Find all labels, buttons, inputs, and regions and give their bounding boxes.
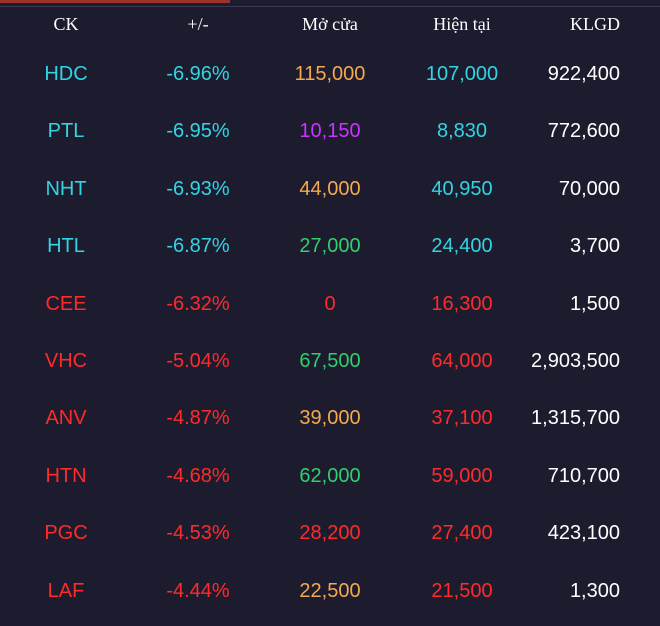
ticker[interactable]: NHT [45, 177, 87, 200]
current-price: 40,950 [431, 177, 493, 200]
change-percent: -5.04% [166, 349, 230, 372]
header-volume: KLGD [570, 14, 620, 34]
ticker[interactable]: HTN [45, 464, 87, 487]
current-price: 8,830 [436, 120, 488, 143]
ticker[interactable]: LAF [47, 579, 85, 602]
volume: 2,903,500 [531, 349, 620, 372]
table-header: CK +/- Mở cửa Hiện tại KLGD [0, 14, 660, 40]
volume: 772,600 [547, 120, 620, 143]
change-percent: -4.44% [166, 579, 230, 602]
table-row[interactable]: PGC -4.53% 28,200 27,400 423,100 [0, 505, 660, 562]
open-price: 115,000 [294, 63, 366, 85]
ticker[interactable]: ANV [45, 407, 87, 430]
top-red-strip [0, 0, 230, 3]
open-price: 28,200 [299, 522, 361, 545]
volume: 70,000 [558, 177, 620, 200]
change-percent: -4.87% [166, 407, 230, 430]
header-open: Mở cửa [302, 14, 358, 34]
change-percent: -6.32% [166, 292, 230, 315]
ticker[interactable]: HTL [47, 235, 85, 258]
volume: 710,700 [547, 464, 620, 487]
volume: 1,500 [569, 292, 620, 315]
current-price: 21,500 [431, 579, 493, 602]
ticker[interactable]: PGC [44, 522, 88, 545]
current-price: 27,400 [431, 522, 493, 545]
table-row[interactable]: NHT -6.93% 44,000 40,950 70,000 [0, 161, 660, 218]
table-row[interactable]: VHC -5.04% 67,500 64,000 2,903,500 [0, 333, 660, 390]
change-percent: -4.53% [166, 522, 230, 545]
volume: 922,400 [547, 63, 620, 85]
change-percent: -6.96% [166, 63, 230, 85]
header-current: Hiện tại [433, 14, 491, 34]
volume: 3,700 [569, 235, 620, 258]
header-change: +/- [187, 14, 209, 34]
ticker[interactable]: VHC [44, 349, 88, 372]
open-price: 0 [324, 292, 336, 315]
current-price: 64,000 [431, 349, 493, 372]
top-divider [0, 0, 660, 7]
current-price: 24,400 [431, 235, 493, 258]
current-price: 59,000 [431, 464, 493, 487]
current-price: 16,300 [431, 292, 493, 315]
open-price: 22,500 [299, 579, 361, 602]
table-row[interactable]: CEE -6.32% 0 16,300 1,500 [0, 276, 660, 333]
open-price: 39,000 [299, 407, 361, 430]
open-price: 10,150 [299, 120, 361, 143]
table-row[interactable]: HTN -4.68% 62,000 59,000 710,700 [0, 448, 660, 505]
volume: 1,300 [569, 579, 620, 602]
ticker[interactable]: CEE [45, 292, 87, 315]
open-price: 44,000 [299, 177, 361, 200]
change-percent: -6.93% [166, 177, 230, 200]
change-percent: -4.68% [166, 464, 230, 487]
ticker[interactable]: HDC [44, 63, 88, 85]
open-price: 67,500 [299, 349, 361, 372]
table-row[interactable]: PTL -6.95% 10,150 8,830 772,600 [0, 103, 660, 160]
open-price: 62,000 [299, 464, 361, 487]
current-price: 37,100 [431, 407, 493, 430]
table-row[interactable]: LAF -4.44% 22,500 21,500 1,300 [0, 563, 660, 620]
stock-table: HDC -6.96% 115,000 107,000 922,400 PTL -… [0, 46, 660, 620]
table-row[interactable]: HTL -6.87% 27,000 24,400 3,700 [0, 218, 660, 275]
current-price: 107,000 [425, 63, 499, 85]
volume: 423,100 [547, 522, 620, 545]
header-ck: CK [53, 14, 79, 34]
ticker[interactable]: PTL [47, 120, 85, 143]
table-row[interactable]: HDC -6.96% 115,000 107,000 922,400 [0, 46, 660, 103]
change-percent: -6.95% [166, 120, 230, 143]
change-percent: -6.87% [166, 235, 230, 258]
table-row[interactable]: ANV -4.87% 39,000 37,100 1,315,700 [0, 390, 660, 447]
volume: 1,315,700 [531, 407, 620, 430]
open-price: 27,000 [299, 235, 361, 258]
